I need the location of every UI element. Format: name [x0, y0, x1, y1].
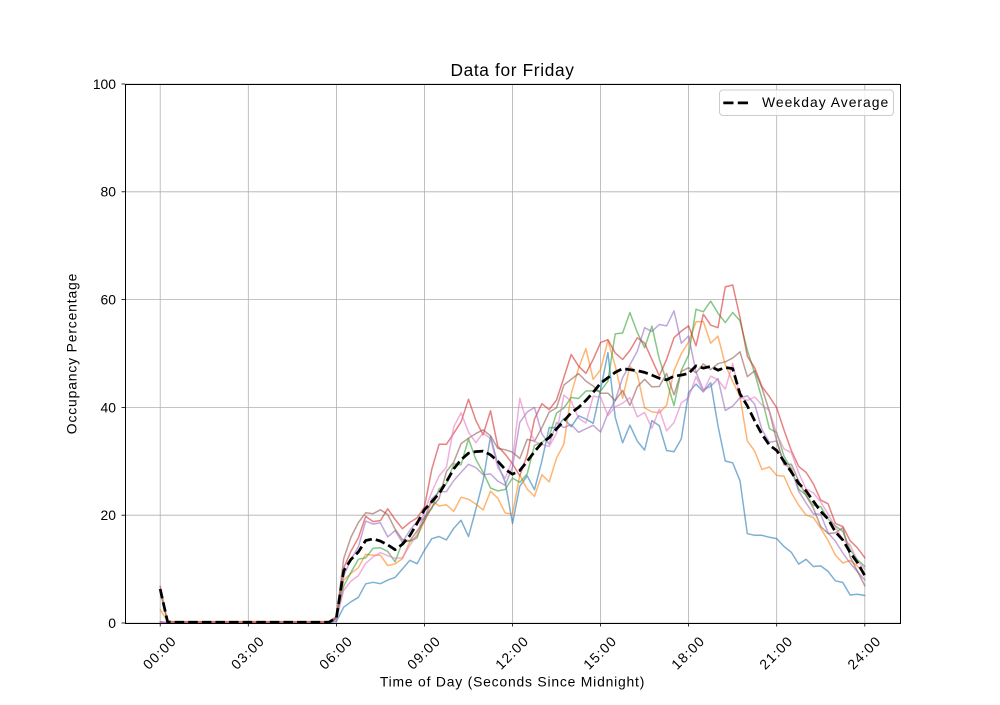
svg-text:Data for Friday: Data for Friday — [450, 60, 574, 80]
svg-text:80: 80 — [101, 184, 117, 200]
svg-text:40: 40 — [101, 399, 117, 415]
svg-text:Weekday Average: Weekday Average — [762, 94, 889, 110]
svg-text:Time of Day (Seconds Since Mid: Time of Day (Seconds Since Midnight) — [380, 674, 645, 690]
svg-text:100: 100 — [93, 76, 116, 92]
svg-text:60: 60 — [101, 292, 117, 308]
svg-text:0: 0 — [108, 615, 116, 631]
svg-text:Occupancy Percentage: Occupancy Percentage — [64, 273, 80, 434]
svg-text:20: 20 — [101, 507, 117, 523]
